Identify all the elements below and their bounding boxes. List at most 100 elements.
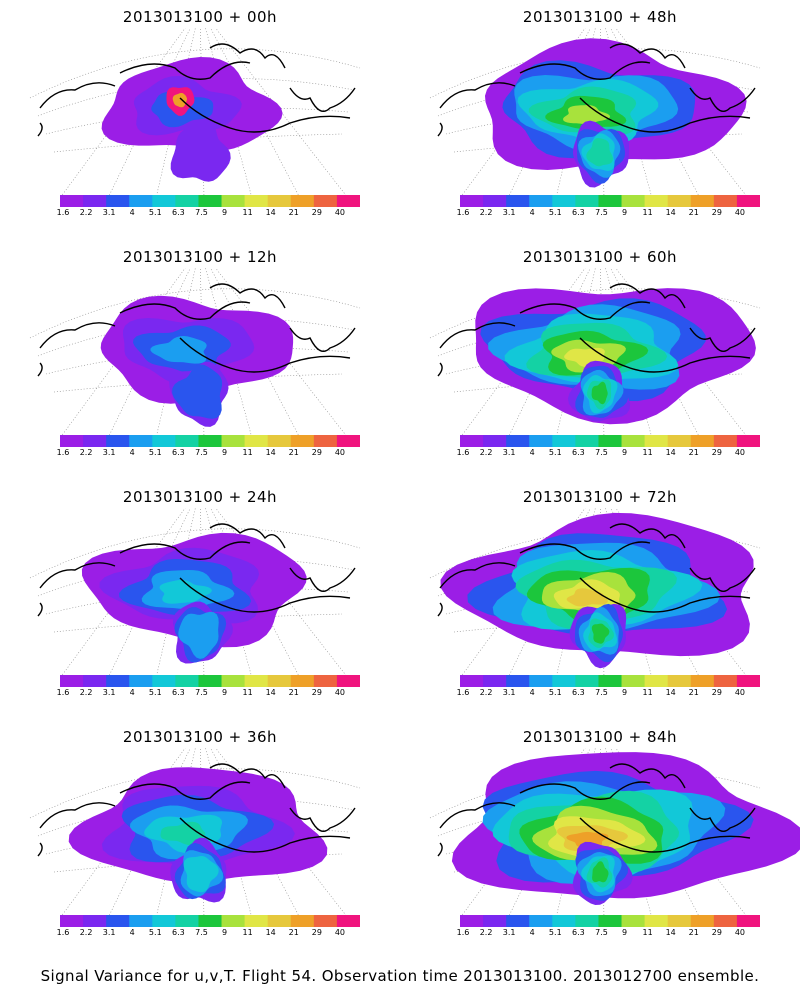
contour-fill (160, 821, 206, 846)
figure-caption: Signal Variance for u,v,T. Flight 54. Ob… (40, 967, 760, 985)
colorbar-swatch (690, 915, 715, 927)
colorbar-swatch (621, 435, 646, 447)
colorbar-tick-label: 40 (734, 448, 746, 457)
colorbar-tick-label: 6.3 (572, 208, 585, 217)
map-panel: 2013013100 + 48h 1.6 2.2 3.1 4 5.1 6.3 7.5 9 11 14… (400, 0, 800, 240)
colorbar-swatch (575, 195, 599, 207)
colorbar-swatch (152, 435, 176, 447)
colorbar-tick-label: 9 (221, 928, 228, 937)
colorbar-tick-label: 3.1 (102, 928, 116, 937)
colorbar-swatch (83, 195, 107, 207)
colorbar-tick-label: 11 (642, 688, 653, 697)
colorbar-swatch (598, 195, 622, 207)
map-panel: 2013013100 + 12h 1.6 2.2 3.1 4 5.1 6.3 7.5 9 11 14… (0, 240, 400, 480)
colorbar-tick-label: 7.5 (195, 688, 208, 697)
colorbar-swatch (667, 675, 692, 687)
variance-field (100, 295, 294, 427)
colorbar-tick-label: 1.6 (456, 688, 470, 697)
contour-fill (563, 105, 611, 125)
colorbar-tick-label: 14 (665, 448, 676, 457)
colorbar-swatch (621, 675, 646, 687)
colorbar-tick-label: 21 (688, 928, 699, 937)
colorbar-swatch (198, 675, 222, 687)
colorbar-tick-label: 7.5 (595, 208, 608, 217)
colorbar-tick-label: 5.1 (148, 448, 162, 457)
colorbar-tick-label: 4 (529, 448, 535, 457)
colorbar-tick-label: 40 (734, 208, 746, 217)
variance-field (451, 752, 800, 905)
colorbar-tick-label: 11 (242, 688, 253, 697)
coastlines (37, 523, 356, 617)
colorbar-tick-label: 4 (129, 928, 135, 937)
colorbar-swatch (290, 195, 315, 207)
colorbar-tick-label: 21 (688, 688, 699, 697)
colorbar-swatch (736, 435, 760, 447)
colorbar-swatch (129, 915, 153, 927)
colorbar-swatch (736, 915, 760, 927)
colorbar-swatch (198, 435, 222, 447)
colorbar-swatch (575, 435, 599, 447)
colorbar-swatch (713, 195, 738, 207)
variance-field (475, 288, 756, 425)
colorbar-tick-label: 9 (621, 208, 628, 217)
colorbar-tick-label: 6.3 (172, 928, 185, 937)
colorbar-tick-label: 7.5 (195, 928, 208, 937)
colorbar-tick-label: 1.6 (456, 928, 470, 937)
coastlines (37, 283, 356, 377)
colorbar-swatch (506, 435, 530, 447)
colorbar-swatch (221, 675, 246, 687)
colorbar-swatch (60, 435, 84, 447)
colorbar-swatch (290, 915, 315, 927)
colorbar-swatch (336, 675, 360, 687)
colorbar-swatch (736, 675, 760, 687)
contour-fill (178, 611, 219, 659)
contour-fill (159, 579, 212, 604)
colorbar-tick-label: 1.6 (56, 688, 70, 697)
colorbar-tick-label: 21 (288, 688, 299, 697)
colorbar-tick-label: 9 (221, 448, 228, 457)
colorbar-swatch (529, 675, 553, 687)
coastlines (437, 763, 756, 857)
colorbar-tick-label: 29 (311, 928, 322, 937)
colorbar-tick-label: 29 (711, 928, 722, 937)
variance-field (68, 767, 328, 903)
colorbar-swatch (267, 435, 292, 447)
colorbar-tick-label: 2.2 (479, 688, 493, 697)
contour-fill (566, 831, 609, 848)
colorbar-tick-label: 5.1 (148, 208, 162, 217)
colorbar-swatch (529, 195, 553, 207)
colorbar-tick-label: 6.3 (172, 448, 185, 457)
colorbar-swatch (552, 915, 576, 927)
colorbar-swatch (460, 195, 484, 207)
colorbar-labels: 1.6 2.2 3.1 4 5.1 6.3 7.5 9 11 14 21 29 40 (52, 448, 372, 460)
colorbar-tick-label: 5.1 (148, 928, 162, 937)
colorbar-swatch (644, 915, 669, 927)
coastlines (437, 43, 756, 137)
colorbar-tick-label: 29 (311, 448, 322, 457)
colorbar-labels: 1.6 2.2 3.1 4 5.1 6.3 7.5 9 11 14 21 29 40 (52, 928, 372, 940)
colorbar-swatch (690, 435, 715, 447)
colorbar-tick-label: 14 (665, 688, 676, 697)
colorbar-swatch (60, 675, 84, 687)
panel-title: 2013013100 + 72h (522, 488, 678, 506)
colorbar-tick-label: 3.1 (502, 448, 516, 457)
colorbar (60, 195, 360, 207)
polar-map (29, 28, 361, 198)
colorbar-swatch (598, 915, 622, 927)
contour-fill (592, 861, 609, 883)
colorbar-tick-label: 29 (311, 688, 322, 697)
polar-map (429, 28, 761, 198)
colorbar-tick-label: 14 (265, 448, 276, 457)
colorbar-swatch (529, 915, 553, 927)
colorbar-tick-label: 11 (242, 448, 253, 457)
colorbar-swatch (552, 675, 576, 687)
colorbar-swatch (336, 195, 360, 207)
colorbar-labels: 1.6 2.2 3.1 4 5.1 6.3 7.5 9 11 14 21 29 40 (52, 208, 372, 220)
colorbar-swatch (244, 675, 269, 687)
colorbar-tick-label: 3.1 (502, 208, 516, 217)
colorbar-tick-label: 9 (221, 208, 228, 217)
colorbar-swatch (106, 675, 130, 687)
colorbar-tick-label: 14 (665, 928, 676, 937)
colorbar-tick-label: 3.1 (102, 448, 116, 457)
colorbar-tick-label: 14 (265, 928, 276, 937)
